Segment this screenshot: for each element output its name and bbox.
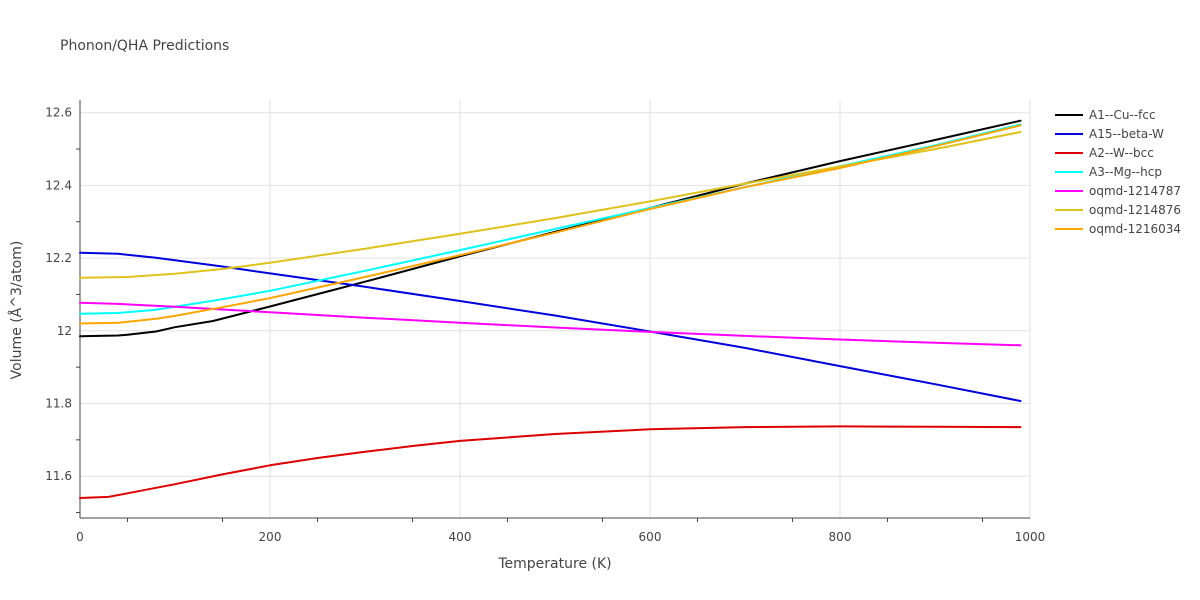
y-axis-title: Volume (Å^3/atom): [8, 241, 25, 380]
series-line-a15-beta-w: [79, 251, 1022, 402]
x-tick-label: 800: [829, 530, 852, 544]
axes: 0 200 400 600 800 1000 11.6 11.8 12 12.2 12.4 12.6: [45, 100, 1045, 544]
x-tick-label: 600: [639, 530, 662, 544]
legend-entry: A2--W--bcc: [1089, 146, 1154, 160]
grid-lines: [80, 100, 1031, 518]
x-tick-label: 1000: [1015, 530, 1046, 544]
legend-entry: oqmd-1216034: [1089, 222, 1181, 236]
x-tick-label: 200: [259, 530, 282, 544]
y-tick-label: 12: [57, 324, 72, 338]
series-line-a2-w-bcc: [79, 425, 1022, 499]
x-tick-label: 0: [76, 530, 84, 544]
y-tick-label: 12.4: [45, 178, 72, 192]
legend-entry: A1--Cu--fcc: [1089, 108, 1156, 122]
legend: A1--Cu--fcc A15--beta-W A2--W--bcc A3--Mg--…: [1055, 108, 1181, 236]
y-tick-label: 12.6: [45, 106, 72, 120]
series-lines: [79, 119, 1022, 499]
legend-entry: oqmd-1214876: [1089, 203, 1181, 217]
legend-entry: A3--Mg--hcp: [1089, 165, 1162, 179]
y-tick-label: 11.8: [45, 397, 72, 411]
y-tick-label: 12.2: [45, 251, 72, 265]
series-line-oqmd-1214876: [79, 131, 1022, 279]
legend-entry: oqmd-1214787: [1089, 184, 1181, 198]
series-line-oqmd-1214787: [79, 301, 1022, 347]
series-line-a1-cu-fcc: [79, 119, 1022, 338]
y-tick-label: 11.6: [45, 469, 72, 483]
legend-entry: A15--beta-W: [1089, 127, 1164, 141]
x-tick-label: 400: [449, 530, 472, 544]
x-axis-title: Temperature (K): [497, 556, 611, 572]
chart-title: Phonon/QHA Predictions: [60, 38, 229, 54]
series-line-oqmd-1216034: [79, 124, 1022, 325]
